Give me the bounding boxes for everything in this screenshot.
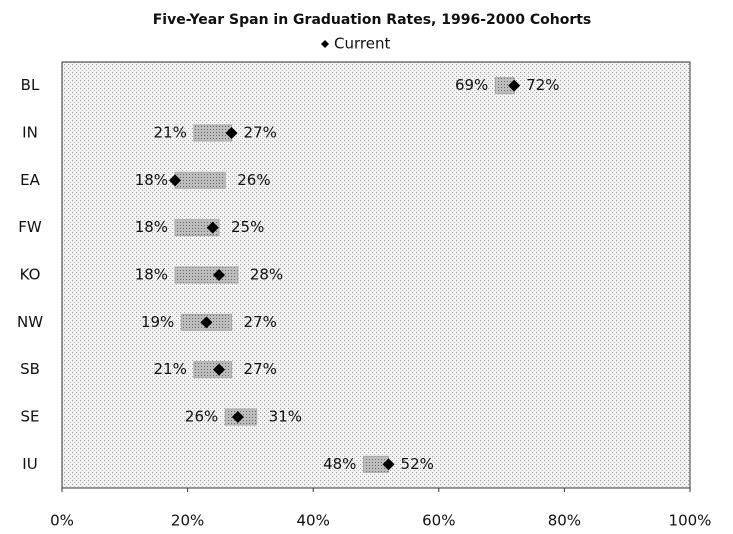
current-marker [206, 221, 219, 234]
y-tick-label: KO [20, 266, 41, 284]
range-bar [193, 361, 233, 379]
legend-marker [321, 40, 329, 48]
low-label: 18% [135, 171, 168, 189]
high-label: 52% [401, 455, 434, 473]
y-tick-label: NW [17, 313, 43, 331]
x-tick-label: 100% [669, 512, 712, 530]
y-tick-label: IU [22, 455, 37, 473]
high-label: 72% [526, 76, 559, 94]
low-label: 48% [323, 455, 356, 473]
current-marker [200, 316, 213, 329]
legend-label: Current [334, 35, 390, 53]
high-label: 25% [231, 218, 264, 236]
x-tick-label: 0% [50, 512, 74, 530]
y-tick-label: BL [21, 76, 40, 94]
low-label: 69% [455, 76, 488, 94]
high-label: 27% [244, 313, 277, 331]
x-tick-label: 20% [171, 512, 204, 530]
chart-title: Five-Year Span in Graduation Rates, 1996… [153, 12, 592, 28]
y-tick-label: FW [18, 218, 42, 236]
current-marker [508, 79, 521, 92]
x-tick-label: 60% [422, 512, 455, 530]
x-tick-label: 80% [548, 512, 581, 530]
range-bar [174, 219, 220, 237]
current-marker [225, 127, 238, 139]
current-marker [213, 269, 225, 281]
low-label: 26% [185, 408, 218, 426]
x-tick-label: 40% [297, 512, 330, 530]
high-label: 26% [237, 171, 270, 189]
low-label: 21% [154, 360, 187, 378]
plot-area [61, 61, 691, 489]
range-bar [174, 266, 239, 284]
high-label: 27% [244, 360, 277, 378]
y-tick-label: IN [22, 124, 38, 142]
low-label: 19% [141, 313, 174, 331]
current-marker [169, 174, 182, 187]
current-marker [231, 411, 244, 423]
high-label: 27% [244, 124, 277, 142]
low-label: 18% [135, 266, 168, 284]
y-tick-label: SB [20, 360, 40, 378]
y-tick-label: SE [21, 408, 40, 426]
low-label: 18% [135, 218, 168, 236]
low-label: 21% [154, 124, 187, 142]
high-label: 31% [269, 408, 302, 426]
y-tick-label: EA [20, 171, 40, 189]
current-marker [213, 363, 225, 376]
current-marker [382, 458, 395, 471]
range-bar [174, 171, 226, 189]
high-label: 28% [250, 266, 283, 284]
